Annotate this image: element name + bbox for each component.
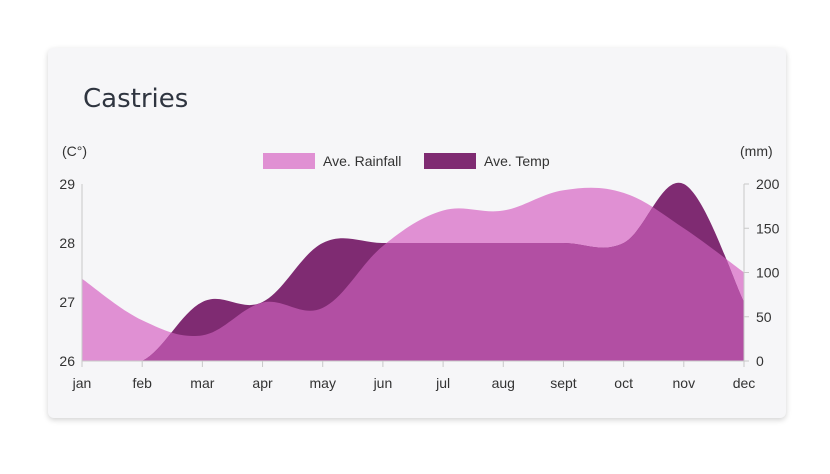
y-axis-right-label: (mm): [740, 143, 773, 159]
x-tick-label: sept: [550, 375, 577, 391]
y-right-tick-label: 50: [756, 309, 772, 325]
x-tick-label: dec: [733, 375, 756, 391]
chart-title: Castries: [83, 84, 189, 114]
y-left-tick-label: 26: [59, 353, 75, 369]
series-overlap-area: [82, 187, 744, 361]
legend-swatch-temp: [424, 153, 476, 169]
x-tick-label: nov: [673, 375, 696, 391]
x-tick-label: aug: [492, 375, 515, 391]
y-left-tick-label: 28: [59, 235, 75, 251]
x-tick-label: mar: [190, 375, 214, 391]
legend-label-rainfall: Ave. Rainfall: [323, 153, 401, 169]
x-tick-label: feb: [132, 375, 152, 391]
x-tick-label: apr: [252, 375, 273, 391]
x-tick-label: may: [310, 375, 336, 391]
chart-card: Castries (C°) (mm) 26 27 28 29 0 50 100 150 200…: [48, 48, 786, 418]
y-left-tick-label: 29: [59, 176, 75, 192]
y-right-tick-label: 150: [756, 220, 780, 236]
y-right-tick-label: 100: [756, 265, 780, 281]
y-right-tick-label: 0: [756, 353, 764, 369]
x-tick-label: jul: [435, 375, 450, 391]
legend-swatch-rainfall: [263, 153, 315, 169]
x-tick-label: jun: [373, 375, 393, 391]
area-chart: (C°) (mm) 26 27 28 29 0 50 100 150 200 jan feb ma…: [59, 143, 780, 391]
y-left-tick-label: 27: [59, 294, 75, 310]
x-tick-label: oct: [614, 375, 633, 391]
y-axis-left-label: (C°): [62, 143, 87, 159]
y-right-tick-label: 200: [756, 176, 780, 192]
legend-label-temp: Ave. Temp: [484, 153, 550, 169]
legend: Ave. Rainfall Ave. Temp: [263, 153, 550, 169]
x-tick-label: jan: [72, 375, 92, 391]
